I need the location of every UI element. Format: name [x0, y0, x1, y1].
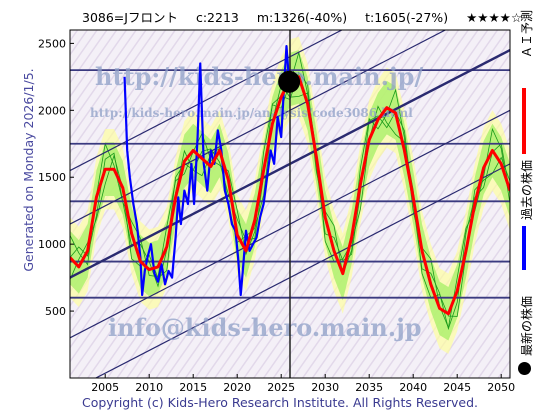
- target-value: t:1605(-27%): [365, 10, 449, 25]
- y-tick-label-1500: 1500: [38, 171, 66, 184]
- watermark-email: info@kids-hero.main.jp: [108, 313, 422, 342]
- current-price: c:2213: [195, 10, 239, 25]
- legend-latest-price: 最新の株価: [516, 280, 540, 380]
- x-tick-label-2020: 2020: [223, 381, 251, 394]
- x-tick-label-2030: 2030: [311, 381, 339, 394]
- y-tick-label-2000: 2000: [38, 104, 66, 117]
- copyright: Copyright (c) Kids-Hero Research Institu…: [81, 395, 479, 410]
- legend-past-price-line: [522, 226, 526, 270]
- x-tick-label-2015: 2015: [179, 381, 207, 394]
- x-tick-label-2035: 2035: [355, 381, 383, 394]
- code-name: 3086=Jフロント: [82, 10, 178, 25]
- watermarks: http://kids-hero.main.jp/ http://kids-he…: [90, 62, 423, 342]
- x-tick-label-2025: 2025: [267, 381, 295, 394]
- past-price-line: [123, 44, 291, 297]
- mid-value: m:1326(-40%): [256, 10, 348, 25]
- prediction-band-inner: [70, 50, 510, 341]
- y-tick-label-1000: 1000: [38, 238, 66, 251]
- legend-ai-forecast: ＡＩ予測: [516, 9, 540, 154]
- watermark-url: http://kids-hero.main.jp/: [95, 62, 423, 91]
- legend-past-price-label: 過去の株価: [520, 159, 534, 220]
- legend-past-price: 過去の株価: [516, 140, 540, 270]
- x-tick-label-2040: 2040: [399, 381, 427, 394]
- y-tick-label-2500: 2500: [38, 37, 66, 50]
- legend-ai-forecast-line: [522, 88, 526, 154]
- plot-frame: [69, 29, 511, 379]
- header: 3086=Jフロント c:2213 m:1326(-40%) t:1605(-2…: [82, 7, 522, 27]
- x-tick-label-2005: 2005: [91, 381, 119, 394]
- legend-ai-forecast-label: ＡＩ予測: [520, 9, 534, 58]
- watermark-page: http://kids-hero.main.jp/analysis/code30…: [90, 106, 413, 120]
- y-tick-label-500: 500: [45, 305, 66, 318]
- x-tick-label-2010: 2010: [135, 381, 163, 394]
- x-tick-label-2050: 2050: [487, 381, 515, 394]
- x-tick-label-2045: 2045: [443, 381, 471, 394]
- rating-stars: ★★★★☆: [466, 10, 523, 25]
- legend-latest-price-dot: [518, 362, 531, 375]
- latest-price-marker: [278, 70, 301, 93]
- axis-ticks: 2005 2010 2015 2020 2025 2030 2035 2040 2045 2050…: [38, 37, 515, 394]
- legend-latest-price-label: 最新の株価: [520, 295, 534, 356]
